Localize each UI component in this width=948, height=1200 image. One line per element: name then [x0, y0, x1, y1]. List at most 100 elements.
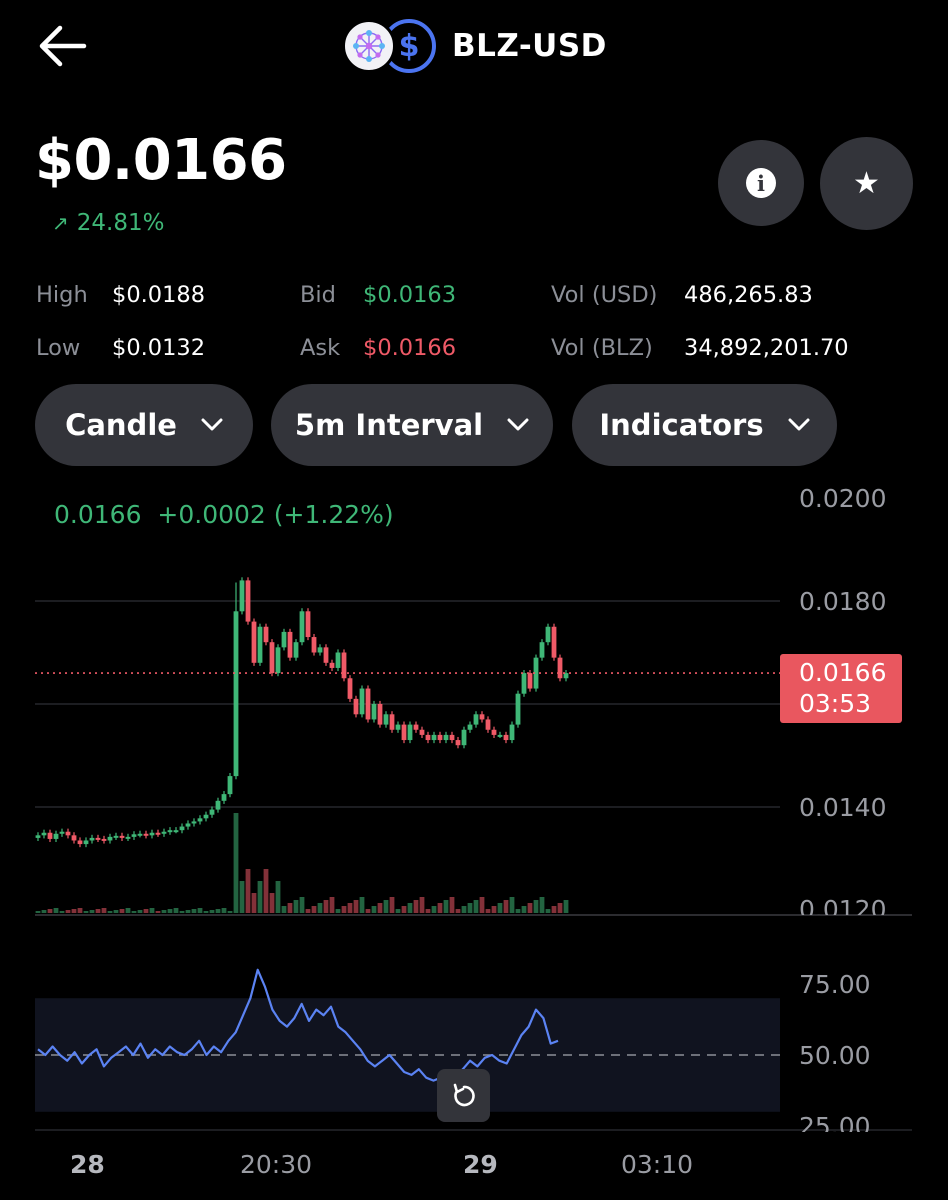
chevron-down-icon	[788, 418, 810, 431]
candle-body	[185, 823, 191, 827]
back-arrow-icon[interactable]	[36, 24, 92, 68]
volume-bar	[359, 897, 365, 913]
volume-bar	[71, 909, 77, 913]
interval-dropdown[interactable]: 5m Interval	[271, 384, 553, 466]
candle-body	[503, 734, 509, 741]
volume-bar	[521, 906, 527, 913]
candle-body	[449, 734, 455, 741]
volume-bar	[419, 897, 425, 913]
rsi-axis-tick: 75.00	[799, 970, 871, 999]
candle-body	[407, 724, 413, 741]
candle-body	[533, 657, 539, 689]
current-price-tag: 0.0166 03:53	[780, 654, 902, 723]
candle-body	[539, 642, 545, 658]
price-change-pct: 24.81%	[76, 210, 165, 236]
candle-body	[545, 626, 551, 643]
volume-bar	[215, 909, 221, 913]
rsi-axis-tick: 50.00	[799, 1041, 871, 1070]
candle-body	[239, 580, 245, 612]
volume-bar	[353, 900, 359, 913]
vol-blz-value: 34,892,201.70	[684, 335, 849, 361]
candle-body	[197, 818, 203, 822]
volume-bar	[167, 909, 173, 913]
candle-body	[527, 673, 533, 689]
volume-bar	[245, 869, 251, 913]
volume-bar	[389, 897, 395, 913]
candle-body	[263, 626, 269, 643]
volume-bar	[95, 909, 101, 913]
price-axis-tick: 0.0200	[799, 484, 887, 513]
bid-value: $0.0163	[363, 282, 457, 308]
volume-bar	[263, 869, 269, 913]
volume-bar	[443, 900, 449, 913]
high-label: High	[36, 282, 88, 308]
volume-bar	[383, 900, 389, 913]
volume-bar	[113, 910, 119, 913]
candle-body	[311, 637, 317, 653]
volume-bar	[293, 900, 299, 913]
time-axis-tick: 20:30	[240, 1150, 313, 1179]
volume-bar	[59, 911, 65, 913]
vol-usd-value: 486,265.83	[684, 282, 813, 308]
candle-body	[467, 724, 473, 730]
candle-body	[299, 611, 305, 643]
volume-bar	[119, 909, 125, 913]
volume-bar	[107, 911, 113, 913]
header: $ BLZ-USD	[0, 0, 948, 95]
candle-body	[125, 836, 131, 839]
candle-body	[455, 740, 461, 746]
candle-body	[431, 734, 437, 741]
volume-bar	[467, 903, 473, 913]
candle-body	[221, 794, 227, 801]
low-value: $0.0132	[112, 335, 206, 361]
rsi-line	[37, 968, 559, 1082]
volume-bar	[233, 813, 239, 913]
vol-usd-label: Vol (USD)	[551, 282, 658, 308]
volume-bar	[161, 910, 167, 913]
volume-bar	[101, 908, 107, 913]
volume-bar	[149, 908, 155, 913]
reset-zoom-button[interactable]	[437, 1069, 490, 1122]
candle-body	[167, 830, 173, 833]
candle-body	[497, 734, 503, 737]
volume-bar	[431, 906, 437, 913]
price-chart[interactable]	[0, 480, 948, 1200]
candle-body	[143, 833, 149, 836]
candle-body	[161, 831, 167, 834]
price-axis-tick: 0.0140	[799, 793, 887, 822]
candle-body	[473, 714, 479, 725]
volume-bar	[77, 908, 83, 913]
candle-body	[215, 800, 221, 810]
candle-body	[323, 647, 329, 663]
volume-bar	[425, 909, 431, 913]
volume-bar	[341, 906, 347, 913]
blz-coin-icon	[342, 19, 396, 73]
interval-label: 5m Interval	[294, 408, 484, 442]
candle-body	[419, 729, 425, 735]
pair-title: $ BLZ-USD	[342, 18, 607, 74]
candle-body	[95, 837, 101, 840]
candle-body	[47, 832, 53, 839]
volume-bar	[131, 911, 137, 913]
favorite-button[interactable]: ★	[820, 137, 913, 230]
volume-bar	[305, 909, 311, 913]
candle-body	[275, 647, 281, 674]
volume-bar	[35, 911, 41, 913]
candle-body	[359, 688, 365, 715]
indicators-label: Indicators	[599, 408, 764, 442]
candle-body	[365, 688, 371, 720]
volume-bar	[173, 908, 179, 913]
candle-body	[53, 833, 59, 839]
candle-body	[335, 652, 341, 668]
candle-body	[425, 734, 431, 741]
candle-body	[341, 652, 347, 679]
volume-bar	[563, 900, 569, 913]
candle-countdown: 03:53	[799, 689, 872, 718]
candle-body	[191, 821, 197, 824]
volume-bar	[281, 906, 287, 913]
rsi-axis-tick: 25.00	[799, 1112, 871, 1132]
indicators-dropdown[interactable]: Indicators	[572, 384, 837, 466]
ask-label: Ask	[300, 335, 341, 361]
chart-type-dropdown[interactable]: Candle	[35, 384, 253, 466]
info-button[interactable]: i	[718, 140, 804, 226]
